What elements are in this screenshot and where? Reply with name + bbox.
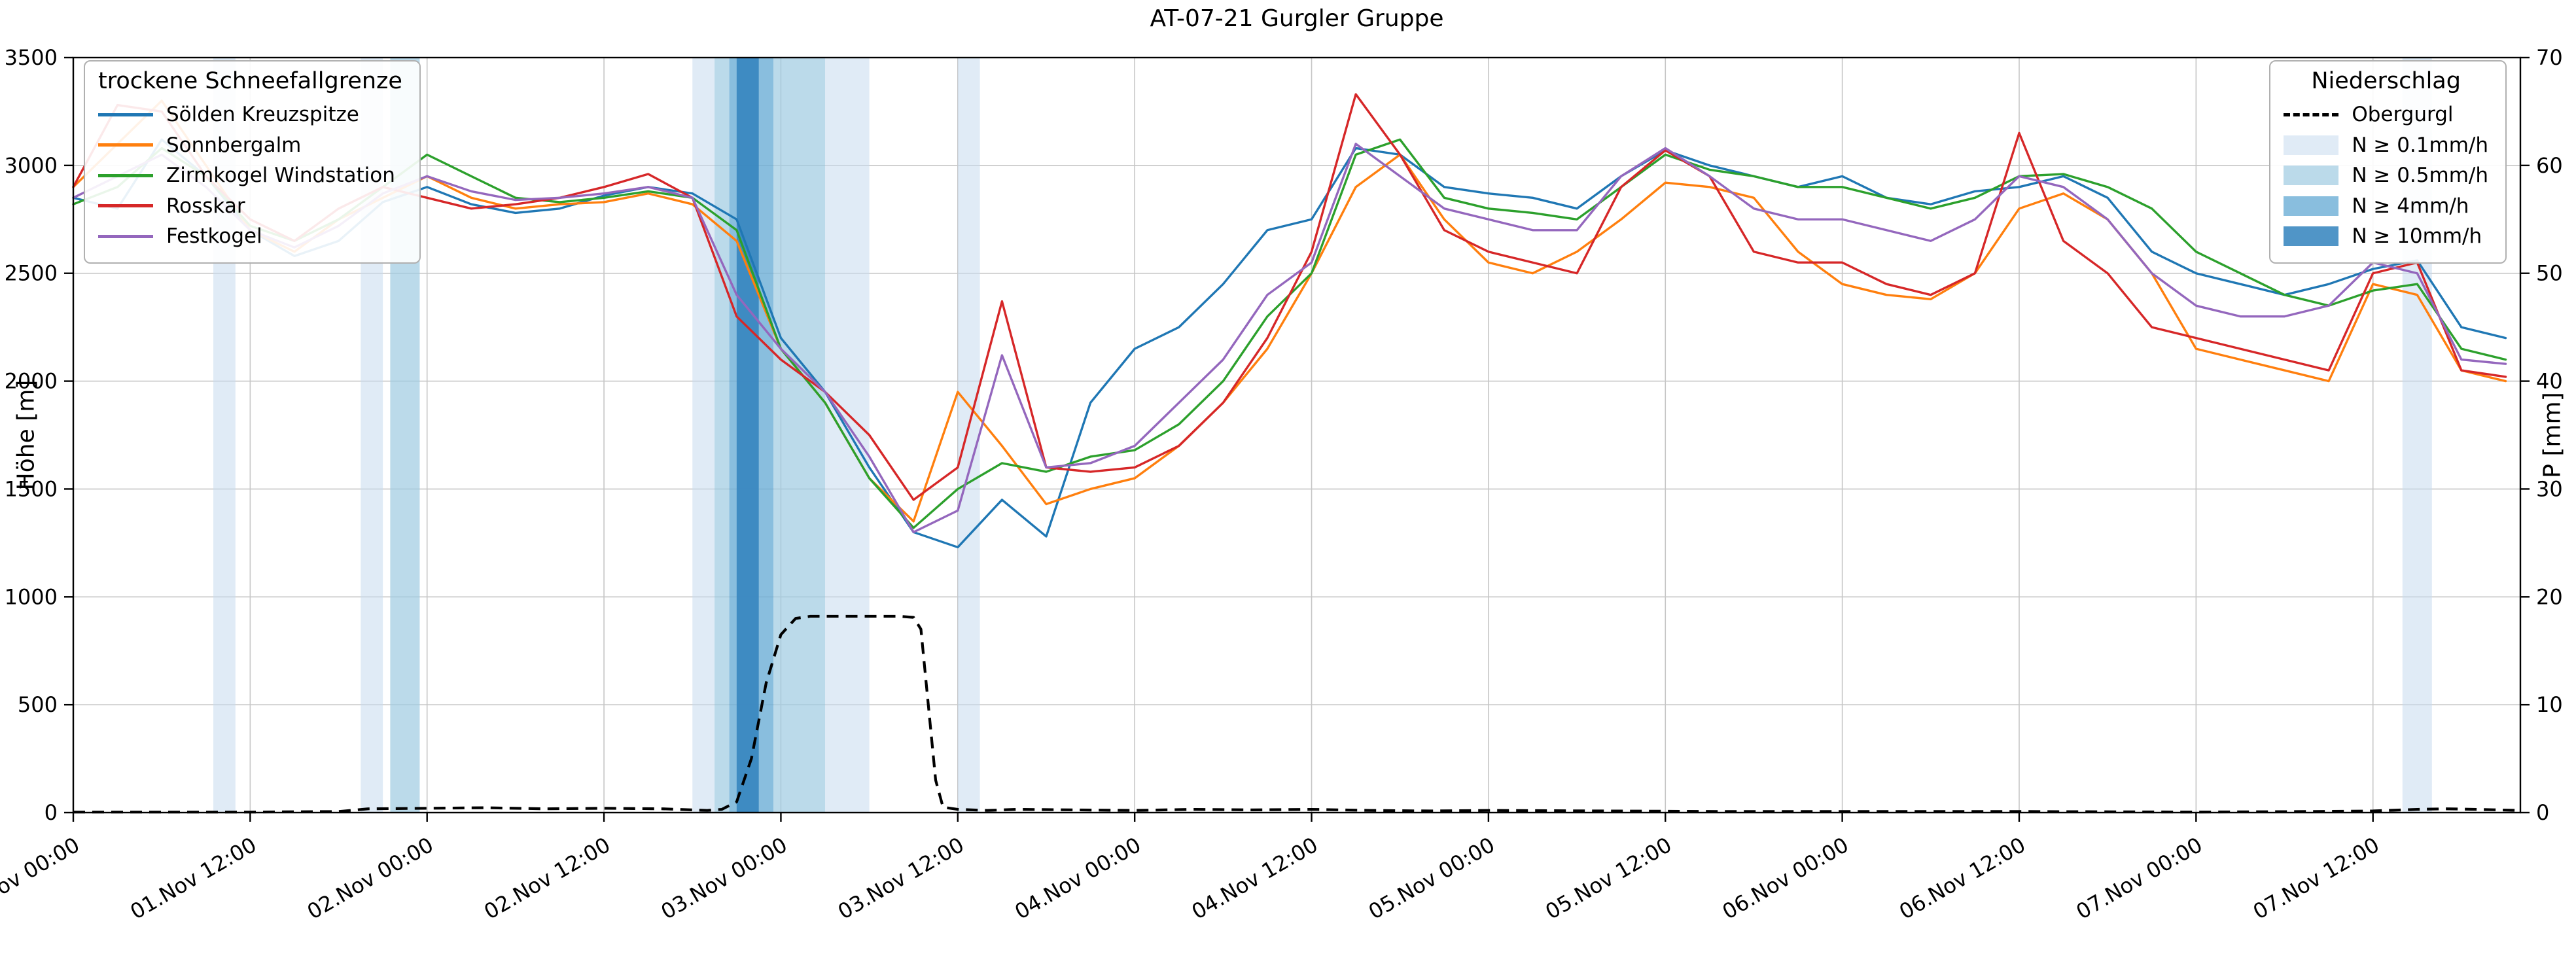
legend-entry-band-0_1: N ≥ 0.1mm/h bbox=[2284, 130, 2488, 161]
precip-bands bbox=[213, 58, 2432, 813]
series-line-2 bbox=[72, 138, 2507, 529]
right-tick-label: 60 bbox=[2536, 153, 2563, 178]
legend-label: N ≥ 10mm/h bbox=[2352, 224, 2482, 248]
line-swatch-icon bbox=[98, 204, 153, 208]
right-tick-label: 70 bbox=[2536, 45, 2563, 70]
x-tick-label: 03.Nov 12:00 bbox=[834, 832, 968, 924]
right-tick-label: 40 bbox=[2536, 369, 2563, 394]
legend-precip: Niederschlag Obergurgl N ≥ 0.1mm/h N ≥ 0… bbox=[2269, 60, 2507, 264]
legend-entry-sonnbergalm: Sonnbergalm bbox=[98, 130, 402, 161]
left-tick-label: 3000 bbox=[5, 153, 58, 178]
x-tick-label: 02.Nov 00:00 bbox=[303, 832, 438, 924]
precip-band bbox=[957, 58, 980, 813]
legend-entry-obergurgl: Obergurgl bbox=[2284, 99, 2488, 130]
x-tick-label: 04.Nov 12:00 bbox=[1188, 832, 1322, 924]
x-tick-label: 01.Nov 12:00 bbox=[126, 832, 261, 924]
right-tick-label: 10 bbox=[2536, 692, 2563, 717]
chart-title: AT-07-21 Gurgler Gruppe bbox=[1150, 5, 1444, 32]
x-tick-label: 06.Nov 12:00 bbox=[1895, 832, 2030, 924]
legend-entry-soelden: Sölden Kreuzspitze bbox=[98, 99, 402, 130]
x-tick-label: 07.Nov 00:00 bbox=[2072, 832, 2207, 924]
precip-band bbox=[715, 58, 730, 813]
left-tick-label: 0 bbox=[44, 800, 58, 825]
x-tick-label: 03.Nov 00:00 bbox=[657, 832, 792, 924]
legend-label: N ≥ 0.1mm/h bbox=[2352, 133, 2488, 157]
line-swatch-icon bbox=[98, 143, 153, 147]
legend-entry-festkogel: Festkogel bbox=[98, 221, 402, 252]
left-tick-label: 500 bbox=[18, 692, 58, 717]
precip-band bbox=[692, 58, 715, 813]
x-tick-label: 01.Nov 00:00 bbox=[0, 832, 84, 924]
right-tick-label: 20 bbox=[2536, 584, 2563, 609]
legend-label: Sölden Kreuzspitze bbox=[166, 103, 359, 126]
legend-precip-title: Niederschlag bbox=[2311, 68, 2461, 94]
x-tick-label: 05.Nov 00:00 bbox=[1364, 832, 1499, 924]
band-swatch-icon bbox=[2284, 166, 2339, 186]
line-swatch-icon bbox=[98, 173, 153, 177]
precip-band bbox=[825, 58, 870, 813]
right-tick-label: 50 bbox=[2536, 261, 2563, 286]
series-line-1 bbox=[72, 99, 2507, 523]
left-axis-label: Höhe [m] bbox=[12, 379, 40, 491]
legend-entry-band-10: N ≥ 10mm/h bbox=[2284, 221, 2488, 252]
dashed-line-swatch-icon bbox=[2284, 113, 2339, 116]
x-tick-label: 06.Nov 00:00 bbox=[1718, 832, 1853, 924]
band-swatch-icon bbox=[2284, 226, 2339, 247]
precip-band bbox=[736, 58, 759, 813]
right-tick-label: 0 bbox=[2536, 800, 2549, 825]
line-swatch-icon bbox=[98, 113, 153, 116]
legend-snowline: trockene Schneefallgrenze Sölden Kreuzsp… bbox=[84, 60, 421, 264]
legend-entry-rosskar: Rosskar bbox=[98, 191, 402, 222]
axis-ticks bbox=[64, 56, 2530, 822]
grid-lines bbox=[73, 57, 2520, 813]
legend-label: Sonnbergalm bbox=[166, 133, 302, 157]
left-tick-label: 1000 bbox=[5, 584, 58, 609]
legend-entry-band-0_5: N ≥ 0.5mm/h bbox=[2284, 160, 2488, 191]
precip-band bbox=[773, 58, 826, 813]
band-swatch-icon bbox=[2284, 135, 2339, 155]
legend-label: Festkogel bbox=[166, 224, 262, 248]
plot-border bbox=[72, 56, 2522, 814]
series-line-0 bbox=[72, 138, 2507, 549]
precip-line-obergurgl bbox=[73, 614, 2521, 814]
legend-label: N ≥ 4mm/h bbox=[2352, 194, 2469, 218]
right-tick-label: 30 bbox=[2536, 476, 2563, 501]
legend-snowline-title: trockene Schneefallgrenze bbox=[98, 68, 402, 94]
left-tick-label: 2000 bbox=[5, 369, 58, 394]
legend-label: Obergurgl bbox=[2352, 103, 2454, 126]
series-line-3 bbox=[72, 93, 2507, 501]
legend-entry-band-4: N ≥ 4mm/h bbox=[2284, 191, 2488, 222]
x-tick-label: 04.Nov 00:00 bbox=[1010, 832, 1145, 924]
left-tick-label: 2500 bbox=[5, 261, 58, 286]
left-tick-label: 1500 bbox=[5, 476, 58, 501]
x-tick-label: 02.Nov 12:00 bbox=[480, 832, 614, 924]
right-axis-label: P [mm] bbox=[2539, 392, 2566, 478]
legend-label: Zirmkogel Windstation bbox=[166, 164, 395, 187]
legend-label: Rosskar bbox=[166, 194, 245, 218]
series-line-4 bbox=[72, 143, 2507, 534]
left-tick-label: 3500 bbox=[5, 45, 58, 70]
band-swatch-icon bbox=[2284, 196, 2339, 216]
legend-entry-zirmkogel: Zirmkogel Windstation bbox=[98, 160, 402, 191]
x-tick-label: 05.Nov 12:00 bbox=[1541, 832, 1676, 924]
legend-label: N ≥ 0.5mm/h bbox=[2352, 164, 2488, 187]
line-swatch-icon bbox=[98, 234, 153, 238]
x-tick-label: 07.Nov 12:00 bbox=[2249, 832, 2384, 924]
